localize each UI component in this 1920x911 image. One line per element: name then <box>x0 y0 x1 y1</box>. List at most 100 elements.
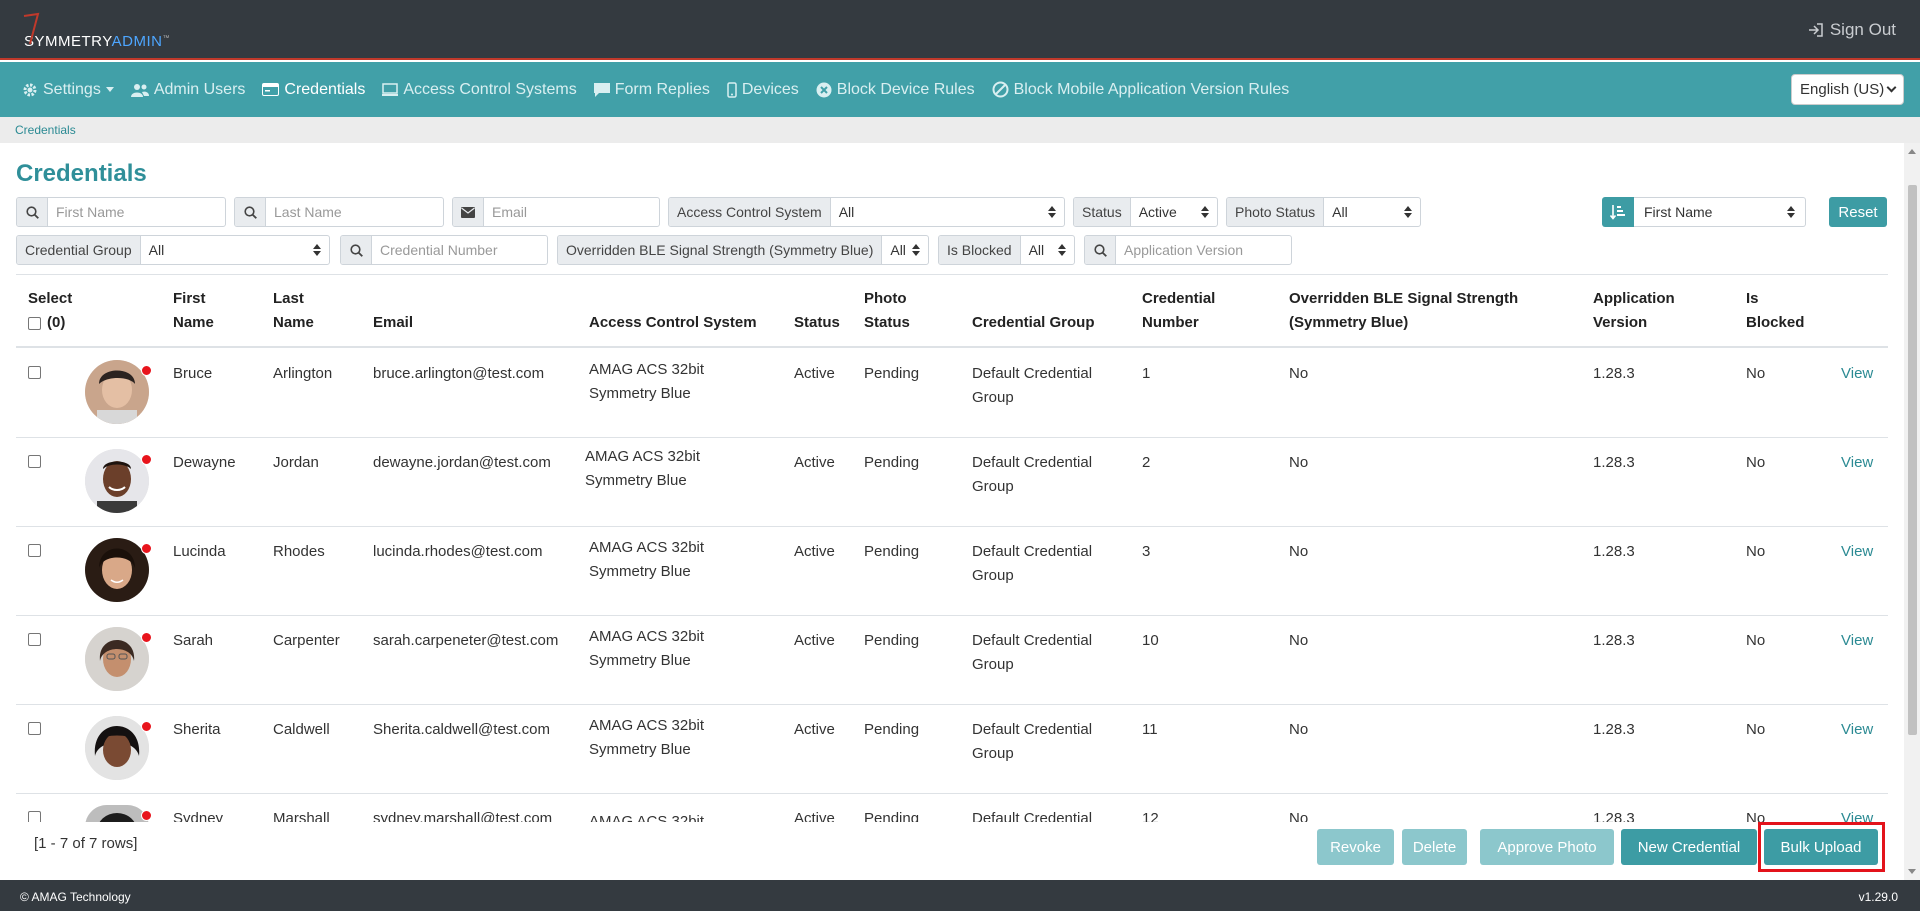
application-version-input[interactable]: Application Version <box>1124 242 1244 258</box>
status-filter-label: Status <box>1074 198 1131 226</box>
col-header-first-name[interactable]: First Name <box>173 290 214 331</box>
credential-number-input[interactable]: Credential Number <box>380 242 498 258</box>
nav-item-block-device-rules[interactable]: Block Device Rules <box>816 81 975 99</box>
footer: © AMAG Technology v1.29.0 <box>0 880 1920 911</box>
sign-out-link[interactable]: Sign Out <box>1808 20 1896 40</box>
delete-button[interactable]: Delete <box>1402 829 1467 865</box>
ble-select[interactable]: All <box>882 236 928 264</box>
bulk-upload-button[interactable]: Bulk Upload <box>1764 829 1878 865</box>
acs-filter-label: Access Control System <box>669 198 831 226</box>
new-credential-button[interactable]: New Credential <box>1621 829 1757 865</box>
col-header-last-name[interactable]: Last Name <box>273 290 314 331</box>
first-name-filter: First Name <box>16 197 226 227</box>
col-header-email[interactable]: Email <box>373 314 414 331</box>
symmetry-admin-logo[interactable]: SYMMETRYADMIN™ <box>20 12 170 52</box>
avatar <box>85 360 149 424</box>
scrollbar-thumb[interactable] <box>1908 185 1917 735</box>
chevron-down-icon <box>1886 82 1897 93</box>
cell-ble-signal: No <box>1289 454 1309 471</box>
row-checkbox[interactable] <box>28 544 41 557</box>
col-header-application-version[interactable]: Application Version <box>1593 290 1675 331</box>
row-checkbox[interactable] <box>28 633 41 646</box>
photo-status-select[interactable]: All <box>1324 198 1420 226</box>
row-checkbox[interactable] <box>28 455 41 468</box>
is-blocked-filter: Is Blocked All <box>938 235 1075 265</box>
row-divider <box>16 526 1888 527</box>
cell-photo-status: Pending <box>864 632 920 649</box>
cell-is-blocked: No <box>1746 632 1766 649</box>
view-link[interactable]: View <box>1841 454 1874 471</box>
search-icon <box>25 205 39 219</box>
sort-field-select[interactable]: First Name <box>1634 197 1806 227</box>
cell-credential-group: Default Credential Group <box>972 365 1093 406</box>
col-header-credential-group[interactable]: Credential Group <box>972 314 1095 331</box>
nav-item-block-mobile-app-version-rules[interactable]: Block Mobile Application Version Rules <box>992 81 1289 99</box>
nav-item-access-control-systems[interactable]: Access Control Systems <box>382 81 577 99</box>
last-name-filter: Last Name <box>234 197 444 227</box>
select-all-checkbox[interactable] <box>28 316 41 330</box>
nav-item-admin-users[interactable]: Admin Users <box>130 81 245 99</box>
cell-last-name: Carpenter <box>273 632 340 649</box>
language-select[interactable]: English (US) <box>1791 74 1904 105</box>
access-control-system-filter: Access Control System All <box>668 197 1065 227</box>
cell-access-control-system: AMAG ACS 32bit Symmetry Blue <box>589 628 705 669</box>
row-divider <box>16 437 1888 438</box>
cell-last-name: Jordan <box>273 454 319 471</box>
nav-item-settings[interactable]: Settings <box>22 81 114 99</box>
caret-down-icon <box>105 87 114 92</box>
vertical-scrollbar[interactable] <box>1904 143 1920 880</box>
revoke-button[interactable]: Revoke <box>1317 829 1394 865</box>
reset-button[interactable]: Reset <box>1829 197 1887 227</box>
ble-filter-label: Overridden BLE Signal Strength (Symmetry… <box>558 236 883 264</box>
status-select[interactable]: Active <box>1131 198 1217 226</box>
col-header-credential-number[interactable]: Credential Number <box>1142 290 1216 331</box>
nav-label-credentials: Credentials <box>284 80 366 98</box>
view-link[interactable]: View <box>1841 721 1874 738</box>
nav-item-form-replies[interactable]: Form Replies <box>593 81 710 99</box>
approve-photo-button[interactable]: Approve Photo <box>1480 829 1614 865</box>
cell-ble-signal: No <box>1289 365 1309 382</box>
row-checkbox[interactable] <box>28 722 41 735</box>
view-link[interactable]: View <box>1841 632 1874 649</box>
last-name-input[interactable]: Last Name <box>274 204 342 220</box>
nav-item-credentials[interactable]: Credentials <box>262 81 365 99</box>
col-header-ble-signal[interactable]: Overridden BLE Signal Strength (Symmetry … <box>1289 290 1519 331</box>
view-link[interactable]: View <box>1841 543 1874 560</box>
cell-first-name: Sarah <box>173 632 214 649</box>
cell-ble-signal: No <box>1289 543 1309 560</box>
avatar <box>85 716 149 780</box>
status-dot <box>141 365 152 376</box>
cell-status: Active <box>794 365 835 382</box>
ble-signal-filter: Overridden BLE Signal Strength (Symmetry… <box>557 235 929 265</box>
cell-credential-number: 10 <box>1142 632 1159 649</box>
cell-is-blocked: No <box>1746 365 1766 382</box>
cell-status: Active <box>794 721 835 738</box>
row-checkbox[interactable] <box>28 366 41 379</box>
search-icon <box>349 243 363 257</box>
gear-icon <box>23 83 37 96</box>
ble-select-value: All <box>890 242 906 258</box>
cell-ble-signal: No <box>1289 632 1309 649</box>
first-name-input[interactable]: First Name <box>56 204 125 220</box>
credential-group-select[interactable]: All <box>141 236 329 264</box>
nav-item-devices[interactable]: Devices <box>727 81 799 99</box>
email-input[interactable]: Email <box>492 204 528 220</box>
col-header-photo-status[interactable]: Photo Status <box>864 290 910 331</box>
scroll-up-arrow-icon[interactable] <box>1908 149 1916 154</box>
is-blocked-select[interactable]: All <box>1021 236 1074 264</box>
mobile-icon <box>727 81 737 98</box>
col-header-status[interactable]: Status <box>794 314 840 331</box>
col-header-select: Select (0) <box>28 287 72 335</box>
view-link[interactable]: View <box>1841 365 1874 382</box>
footer-version: v1.29.0 <box>1858 890 1898 904</box>
col-header-is-blocked[interactable]: Is Blocked <box>1746 290 1805 331</box>
cell-first-name: Dewayne <box>173 454 236 471</box>
sign-out-icon <box>1808 23 1823 37</box>
acs-select[interactable]: All <box>831 198 1064 226</box>
scroll-down-arrow-icon[interactable] <box>1908 869 1916 874</box>
monitor-icon <box>382 82 399 96</box>
sort-direction-button[interactable] <box>1602 197 1634 227</box>
col-header-access-control-system[interactable]: Access Control System <box>589 314 757 331</box>
cell-application-version: 1.28.3 <box>1593 721 1635 738</box>
breadcrumb-credentials[interactable]: Credentials <box>15 123 76 137</box>
